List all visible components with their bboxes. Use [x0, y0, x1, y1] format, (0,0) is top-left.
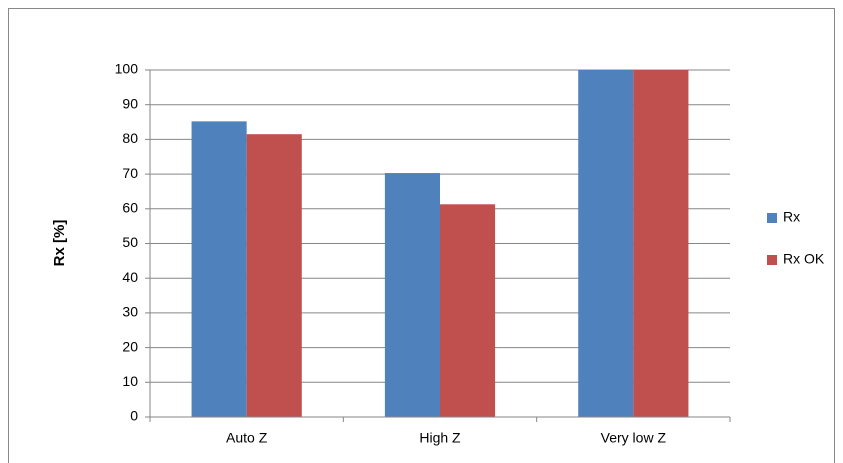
bar: [578, 70, 634, 417]
legend-label: Rx: [783, 209, 800, 225]
y-tick-label: 40: [122, 269, 138, 285]
x-tick-label: Very low Z: [601, 430, 667, 446]
y-tick-label: 60: [122, 200, 138, 216]
legend-swatch: [767, 255, 777, 265]
x-tick-label: Auto Z: [226, 430, 268, 446]
x-tick-label: High Z: [419, 430, 461, 446]
y-tick-label: 50: [122, 234, 138, 250]
y-tick-label: 90: [122, 95, 138, 111]
y-tick-label: 100: [115, 61, 139, 77]
y-axis-label: Rx [%]: [51, 220, 68, 267]
bar: [633, 70, 689, 417]
y-tick-label: 70: [122, 165, 138, 181]
y-tick-label: 20: [122, 338, 138, 354]
y-tick-label: 0: [130, 408, 138, 424]
bar: [191, 121, 247, 417]
y-tick-label: 30: [122, 304, 138, 320]
y-tick-label: 80: [122, 130, 138, 146]
y-tick-label: 10: [122, 373, 138, 389]
bar: [384, 173, 440, 417]
legend-label: Rx OK: [783, 251, 825, 267]
legend-swatch: [767, 213, 777, 223]
bar: [440, 204, 496, 417]
bar: [246, 134, 302, 417]
